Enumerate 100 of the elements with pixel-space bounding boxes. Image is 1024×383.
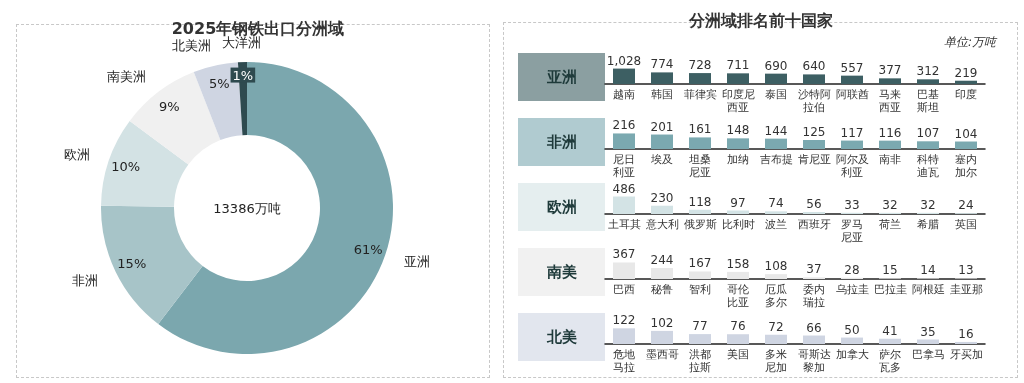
- bar: [689, 209, 711, 214]
- x-tick-label: 荷兰: [879, 218, 901, 231]
- data-label: 16: [958, 326, 974, 341]
- x-tick-label: 多米尼加: [765, 348, 787, 374]
- bar: [803, 74, 825, 84]
- bar: [613, 133, 635, 149]
- x-tick-label: 英国: [955, 218, 977, 231]
- data-label: 74: [768, 196, 784, 211]
- bar: [765, 138, 787, 149]
- bar: [879, 338, 901, 344]
- data-label: 41: [882, 323, 898, 338]
- data-label: 97: [730, 195, 746, 210]
- text: 13386万吨: [213, 200, 281, 216]
- x-tick-label: 印度尼西亚: [721, 88, 755, 114]
- x-tick-label: 洪都拉斯: [689, 348, 711, 374]
- bar: [613, 262, 635, 279]
- x-tick-label: 埃及: [650, 153, 673, 166]
- bar: [917, 79, 939, 84]
- data-label: 15: [882, 263, 898, 278]
- data-label: 107: [916, 126, 940, 141]
- data-label: 61%: [353, 241, 383, 257]
- bar: [841, 75, 863, 84]
- x-tick-label: 加纳: [727, 153, 749, 166]
- bar: [689, 73, 711, 84]
- data-label: 24: [958, 198, 974, 213]
- data-label: 102: [650, 315, 674, 330]
- x-tick-label: 越南: [613, 88, 635, 101]
- x-tick-label: 智利: [689, 283, 711, 296]
- data-label: 144: [764, 123, 788, 138]
- slice-label: 欧洲: [63, 147, 90, 163]
- data-label: 367: [612, 247, 636, 262]
- x-tick-label: 吉布提: [759, 153, 793, 166]
- x-tick-label: 印度: [955, 88, 977, 101]
- x-tick-label: 委内瑞拉: [803, 283, 825, 309]
- x-tick-label: 塞内加尔: [955, 153, 977, 179]
- data-label: 72: [768, 319, 784, 334]
- bar: [651, 330, 673, 344]
- data-label: 774: [650, 57, 674, 72]
- bar: [651, 268, 673, 279]
- bar: [917, 141, 939, 149]
- x-tick-label: 牙买加: [949, 348, 983, 361]
- bar: [955, 80, 977, 84]
- bar: [765, 274, 787, 279]
- data-label: 1,028: [606, 53, 642, 68]
- y-axis-title: 南美: [545, 263, 577, 281]
- bar: [841, 337, 863, 344]
- slice-label: 亚洲: [404, 253, 431, 269]
- x-tick-label: 巴拉圭: [873, 283, 907, 296]
- bar: [613, 328, 635, 344]
- bar: [803, 335, 825, 344]
- x-tick-label: 波兰: [765, 218, 787, 231]
- data-label: 711: [726, 58, 750, 73]
- x-tick-label: 哥伦比亚: [727, 283, 749, 309]
- x-tick-label: 西班牙: [797, 218, 831, 231]
- bar: [765, 334, 787, 344]
- x-tick-label: 沙特阿拉伯: [797, 88, 831, 114]
- bar: [803, 211, 825, 214]
- data-label: 728: [688, 58, 712, 73]
- bar: [879, 140, 901, 149]
- bar: [727, 334, 749, 344]
- data-label: 244: [650, 253, 674, 268]
- data-label: 35: [920, 324, 936, 339]
- data-label: 486: [612, 181, 636, 196]
- data-label: 10%: [111, 159, 141, 175]
- bar: [765, 73, 787, 84]
- x-tick-label: 巴基斯坦: [917, 88, 939, 114]
- data-label: 230: [650, 190, 674, 205]
- data-label: 161: [688, 122, 712, 137]
- x-tick-label: 阿尔及利亚: [835, 153, 869, 179]
- data-label: 557: [840, 60, 864, 75]
- bar: [727, 271, 749, 279]
- data-label: 148: [726, 123, 750, 138]
- bar: [803, 140, 825, 149]
- bar: [651, 134, 673, 149]
- data-label: 13: [958, 263, 974, 278]
- data-label: 14: [920, 263, 936, 278]
- x-tick-label: 巴西: [613, 283, 635, 296]
- x-tick-label: 南非: [879, 153, 901, 166]
- data-label: 50: [844, 322, 860, 337]
- x-tick-label: 土耳其: [607, 218, 641, 231]
- data-label: 122: [612, 313, 636, 328]
- x-tick-label: 科特迪瓦: [917, 153, 939, 179]
- data-label: 28: [844, 262, 860, 277]
- x-tick-label: 厄瓜多尔: [765, 283, 787, 309]
- text: 单位:万吨: [943, 35, 998, 49]
- x-tick-label: 比利时: [721, 218, 755, 231]
- data-label: 201: [650, 119, 674, 134]
- slice-label: 非洲: [71, 272, 98, 288]
- data-label: 66: [806, 320, 822, 335]
- data-label: 116: [878, 125, 902, 140]
- x-tick-label: 菲律宾: [683, 88, 717, 101]
- data-label: 640: [802, 59, 826, 74]
- data-label: 108: [764, 259, 788, 274]
- bar: [651, 205, 673, 214]
- data-label: 1%: [232, 67, 254, 83]
- x-tick-label: 危地马拉: [613, 348, 635, 374]
- y-axis-title: 欧洲: [546, 198, 577, 216]
- bar: [689, 271, 711, 279]
- data-label: 219: [954, 65, 978, 80]
- x-tick-label: 乌拉圭: [835, 283, 869, 296]
